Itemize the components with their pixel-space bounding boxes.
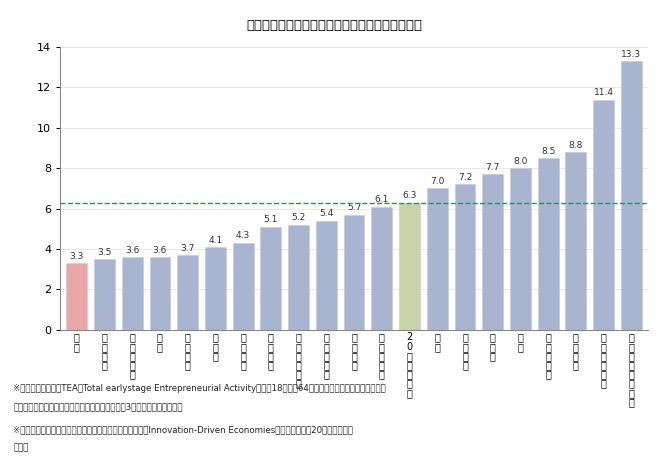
Bar: [482, 174, 503, 330]
Bar: [122, 257, 142, 330]
Bar: [205, 247, 226, 330]
Text: 5.7: 5.7: [347, 203, 361, 212]
Bar: [177, 255, 198, 330]
Text: 日本全体の起業活動は国際的にみて極めて低水準: 日本全体の起業活動は国際的にみて極めて低水準: [246, 19, 422, 32]
Text: 6.3: 6.3: [402, 191, 417, 200]
Text: 8.8: 8.8: [568, 141, 583, 150]
Text: 3.6: 3.6: [125, 245, 140, 255]
Text: 4.3: 4.3: [236, 231, 250, 241]
Bar: [538, 158, 558, 330]
Bar: [261, 227, 281, 330]
Bar: [454, 184, 476, 330]
Text: 11.4: 11.4: [594, 88, 614, 97]
Text: 8.5: 8.5: [541, 146, 555, 156]
Text: 13.3: 13.3: [621, 50, 641, 59]
Text: 8.0: 8.0: [513, 157, 528, 166]
Bar: [593, 99, 614, 330]
Text: 3.6: 3.6: [153, 245, 167, 255]
Text: 7.2: 7.2: [458, 173, 472, 182]
Text: 3.7: 3.7: [180, 244, 195, 252]
Text: 7.0: 7.0: [430, 177, 444, 186]
Bar: [66, 263, 87, 330]
Text: 4.1: 4.1: [208, 236, 222, 244]
Text: ※　起業家の割合（TEA（Total earlystage Entrepreneurial Activity））：18歳から64歳までの人口に占める起業活動を: ※ 起業家の割合（TEA（Total earlystage Entreprene…: [13, 384, 386, 393]
Text: 5.1: 5.1: [264, 215, 278, 224]
Text: 5.2: 5.2: [291, 213, 306, 222]
Text: 載: 載: [13, 444, 29, 453]
Bar: [232, 243, 254, 330]
Text: 3.3: 3.3: [69, 252, 84, 260]
Text: 6.1: 6.1: [375, 195, 389, 204]
Bar: [399, 203, 420, 330]
Bar: [371, 207, 392, 330]
Bar: [316, 221, 337, 330]
Bar: [150, 257, 170, 330]
Bar: [288, 225, 309, 330]
Bar: [510, 168, 531, 330]
Text: 5.4: 5.4: [319, 209, 333, 218]
Bar: [427, 188, 448, 330]
Text: 7.7: 7.7: [486, 163, 500, 172]
Bar: [343, 215, 365, 330]
Bar: [94, 259, 115, 330]
Bar: [566, 152, 587, 330]
Text: 3.5: 3.5: [98, 248, 112, 257]
Text: 行っている者（起業準備中の者および起業後3年半以内の者）の割合: 行っている者（起業準備中の者および起業後3年半以内の者）の割合: [13, 403, 183, 412]
Text: ※　出典のレポートにて、イノベーションけん引型経済（Innovation-Driven Economies）と定義されも20か国の値を掴: ※ 出典のレポートにて、イノベーションけん引型経済（Innovation-Dri…: [13, 425, 353, 434]
Bar: [621, 61, 642, 330]
